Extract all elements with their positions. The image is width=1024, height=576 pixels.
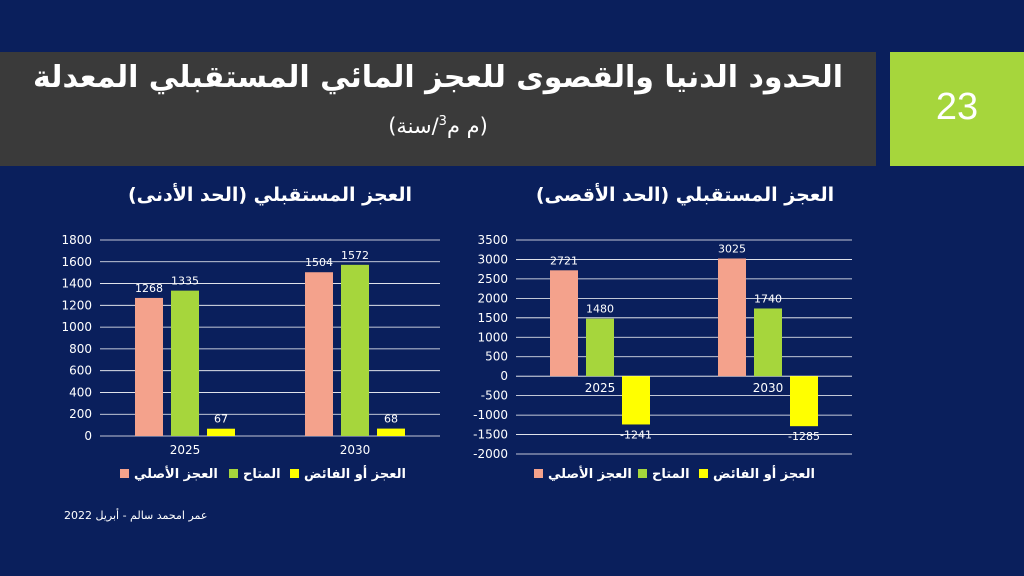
data-label: 1335 xyxy=(171,275,199,288)
y-tick-label: -1000 xyxy=(473,408,508,422)
bar xyxy=(586,318,614,377)
data-label: 67 xyxy=(214,413,228,426)
slide-number: 23 xyxy=(935,86,979,128)
x-tick-label: 2030 xyxy=(753,381,784,395)
y-tick-label: 2500 xyxy=(477,272,508,286)
chart-title-minimum: العجز المستقبلي (الحد الأدنى) xyxy=(127,184,413,206)
bar xyxy=(207,428,235,436)
legend-label: المتاح xyxy=(652,467,690,482)
bar xyxy=(305,272,333,436)
y-tick-label: 1400 xyxy=(61,277,92,291)
y-tick-label: 500 xyxy=(485,350,508,364)
bar xyxy=(550,270,578,377)
subtitle-prefix: (م م xyxy=(446,114,488,138)
x-tick-label: 2025 xyxy=(585,381,616,395)
y-tick-label: -500 xyxy=(481,389,508,403)
legend-label: العجز أو الفائض xyxy=(713,465,815,482)
y-tick-label: -1500 xyxy=(473,428,508,442)
legend-swatch xyxy=(120,469,129,478)
y-tick-label: 0 xyxy=(84,429,92,443)
data-label: -1285 xyxy=(788,430,820,443)
y-tick-label: 1200 xyxy=(61,298,92,312)
title-band: الحدود الدنيا والقصوى للعجز المائي المست… xyxy=(0,52,876,166)
y-tick-label: 1500 xyxy=(477,311,508,325)
slide-subtitle: (م م3/سنة) xyxy=(0,114,876,138)
bar xyxy=(622,376,650,425)
legend-label: العجز الأصلي xyxy=(548,465,632,482)
y-tick-label: 1000 xyxy=(477,330,508,344)
y-tick-label: 400 xyxy=(69,385,92,399)
bar xyxy=(718,258,746,377)
data-label: 1572 xyxy=(341,249,369,262)
y-tick-label: 1000 xyxy=(61,320,92,334)
data-label: 3025 xyxy=(718,242,746,255)
subtitle-superscript: 3 xyxy=(438,114,447,129)
bar xyxy=(341,264,369,436)
data-label: 1740 xyxy=(754,292,782,305)
legend-swatch xyxy=(229,469,238,478)
legend-swatch xyxy=(699,469,708,478)
slide-title: الحدود الدنيا والقصوى للعجز المائي المست… xyxy=(32,60,844,95)
bar xyxy=(377,428,405,436)
y-tick-label: 3500 xyxy=(477,233,508,247)
bar xyxy=(790,376,818,427)
data-label: 1268 xyxy=(135,282,163,295)
footer-credit: عمر امحمد سالم - أبريل 2022 xyxy=(64,509,208,522)
y-tick-label: 600 xyxy=(69,364,92,378)
y-tick-label: 1600 xyxy=(61,255,92,269)
y-tick-label: 0 xyxy=(500,369,508,383)
legend-swatch xyxy=(534,469,543,478)
legend-swatch xyxy=(290,469,299,478)
legend-label: العجز أو الفائض xyxy=(304,465,406,482)
data-label: -1241 xyxy=(620,428,652,441)
data-label: 68 xyxy=(384,413,398,426)
bar xyxy=(135,297,163,436)
slide-number-box: 23 xyxy=(890,52,1024,166)
chart-title-maximum: العجز المستقبلي (الحد الأقصى) xyxy=(535,184,835,206)
data-label: 1480 xyxy=(586,303,614,316)
data-label: 1504 xyxy=(305,256,333,269)
bar xyxy=(171,290,199,436)
bar xyxy=(754,308,782,377)
data-label: 2721 xyxy=(550,254,578,267)
y-tick-label: 1800 xyxy=(61,233,92,247)
y-tick-label: 200 xyxy=(69,407,92,421)
y-tick-label: 800 xyxy=(69,342,92,356)
y-tick-label: 2000 xyxy=(477,291,508,305)
x-tick-label: 2025 xyxy=(170,443,201,457)
legend-swatch xyxy=(638,469,647,478)
legend-label: العجز الأصلي xyxy=(134,465,218,482)
x-tick-label: 2030 xyxy=(340,443,371,457)
y-tick-label: 3000 xyxy=(477,252,508,266)
legend-label: المتاح xyxy=(243,467,281,482)
y-tick-label: -2000 xyxy=(473,447,508,461)
subtitle-suffix: /سنة) xyxy=(388,114,439,138)
